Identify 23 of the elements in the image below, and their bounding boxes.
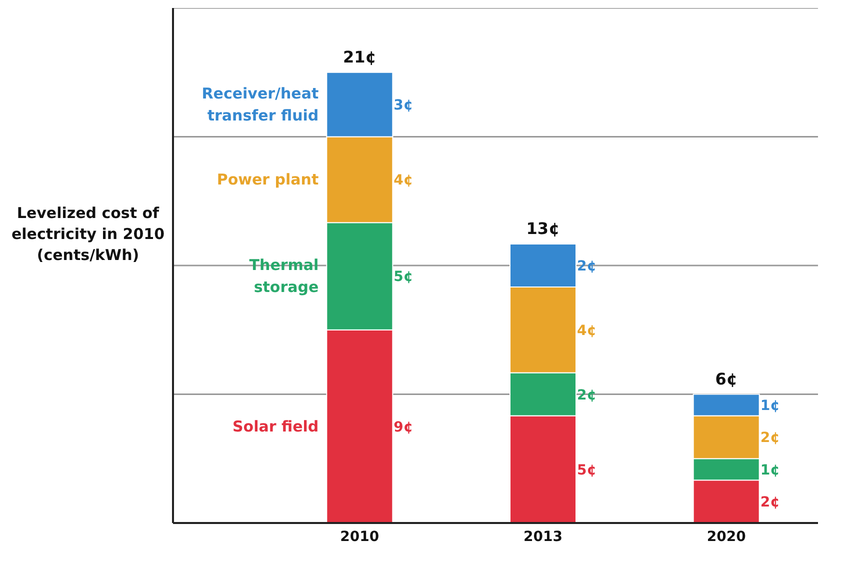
total-label: 6¢ (715, 369, 738, 388)
x-tick-label: 2010 (340, 528, 380, 545)
total-label: 21¢ (342, 47, 376, 66)
data-label: 3¢ (394, 98, 414, 114)
x-tick-label: 2020 (706, 528, 746, 545)
data-label: 2¢ (760, 494, 780, 511)
series-label: Power plant (216, 170, 319, 189)
data-label: 2¢ (760, 430, 780, 446)
data-label: 2¢ (577, 387, 596, 404)
data-label: 1¢ (760, 398, 780, 414)
series-label: Solar field (232, 417, 319, 436)
data-label: 4¢ (394, 172, 414, 189)
data-label: 1¢ (760, 462, 780, 478)
data-label: 9¢ (394, 419, 414, 436)
series-label: Receiver/heat transfer fluid (202, 84, 319, 125)
y-axis-title: Levelized cost of electricity in 2010 (cents/kWh) (10, 203, 166, 266)
data-label: 5¢ (394, 269, 414, 286)
data-label: 2¢ (577, 258, 596, 274)
data-label: 5¢ (577, 462, 596, 478)
series-label: Thermal storage (249, 256, 319, 296)
data-label: 4¢ (577, 322, 596, 339)
total-label: 13¢ (526, 219, 560, 238)
x-tick-label: 2013 (524, 528, 562, 545)
